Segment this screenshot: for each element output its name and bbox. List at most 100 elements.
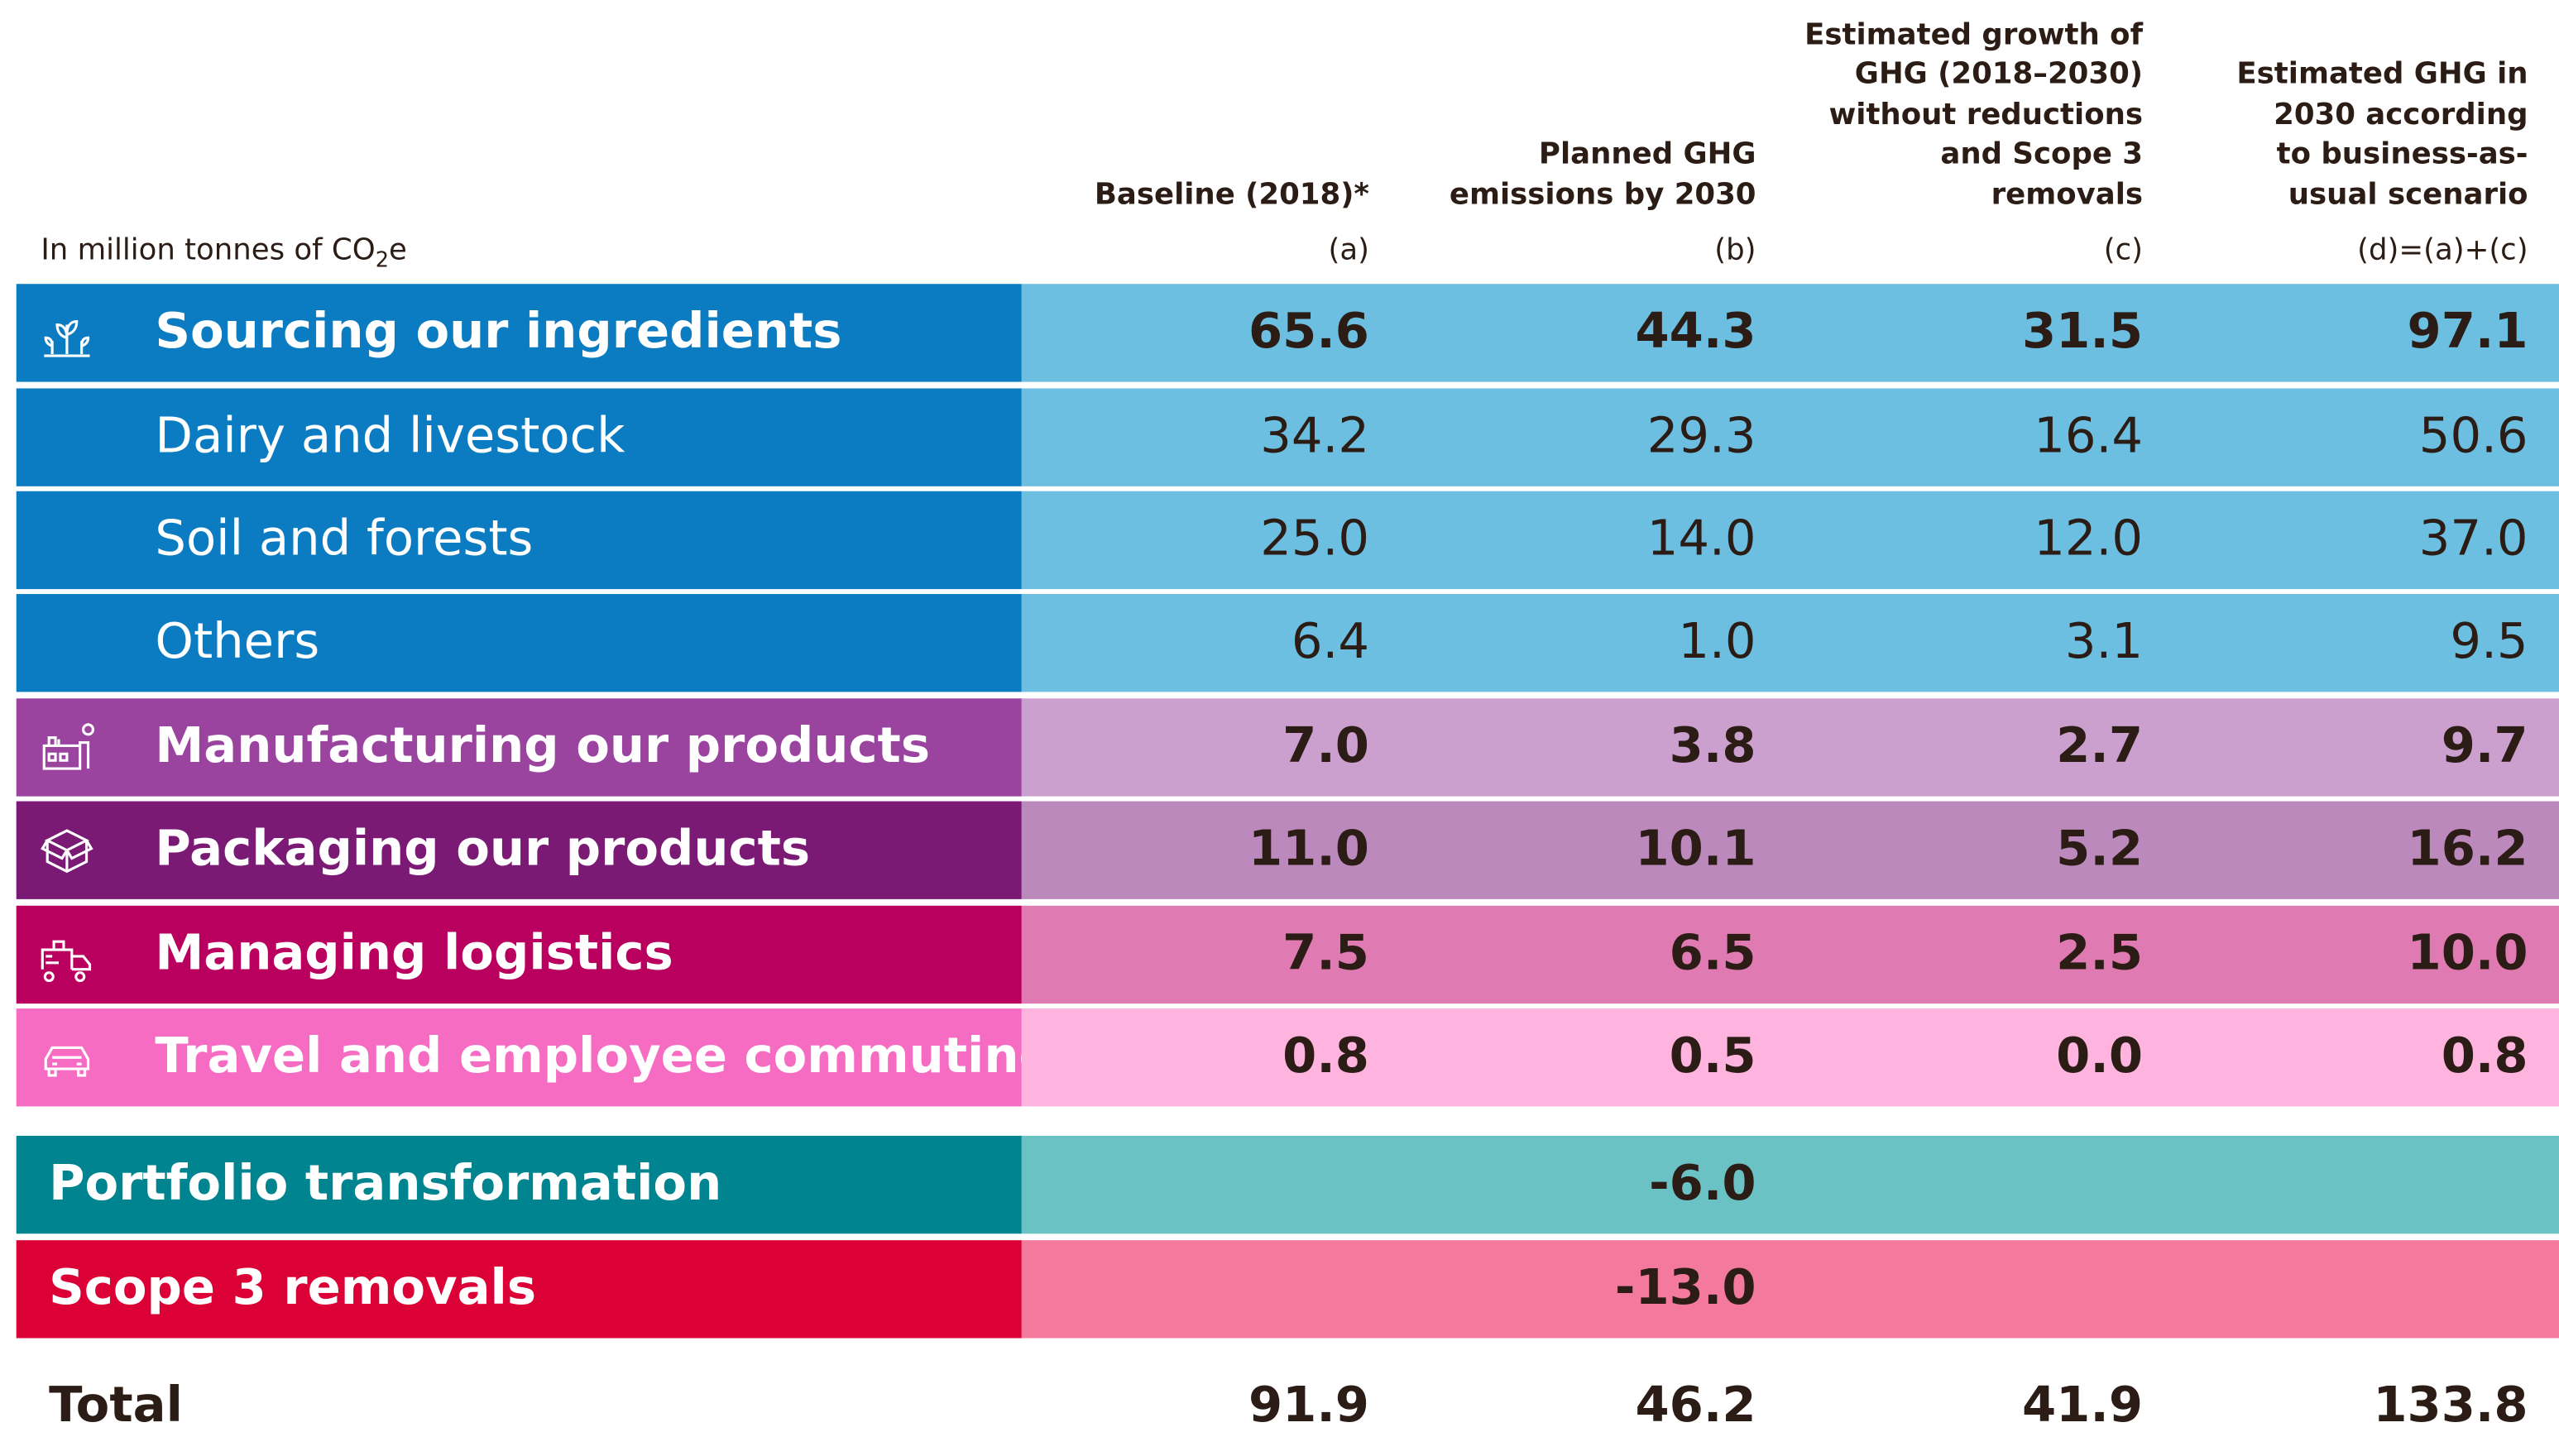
- table-row: Managing logistics 7.5 6.5 2.5 10.0: [16, 905, 2559, 1004]
- table-row: Travel and employee commuting 0.8 0.5 0.0 0.…: [16, 1008, 2559, 1107]
- column-header: Estimated growth of: [1804, 17, 2144, 52]
- column-header: without reductions: [1828, 97, 2144, 132]
- column-label: (d)=(a)+(c): [2357, 233, 2528, 268]
- table-row: Others 6.4 1.0 3.1 9.5: [16, 594, 2559, 692]
- row-value: 65.6: [1248, 303, 1370, 361]
- row-value: 16.4: [2034, 408, 2144, 466]
- row-icon: [42, 723, 94, 770]
- total-value: 133.8: [2373, 1377, 2528, 1434]
- row-value: 2.7: [2056, 717, 2144, 775]
- column-header: emissions by 2030: [1449, 178, 1756, 213]
- row-value: 10.0: [2407, 925, 2528, 983]
- row-values-cell: 7.0 3.8 2.7 9.7: [1021, 698, 2559, 797]
- row-label-cell: Manufacturing our products: [16, 698, 1022, 797]
- row-value: 37.0: [2418, 510, 2528, 568]
- unit-suffix: e: [389, 233, 407, 268]
- adjustment-row: Portfolio transformation -6.0: [16, 1135, 2559, 1234]
- row-value: 12.0: [2034, 510, 2144, 568]
- row-label: Others: [155, 613, 320, 671]
- row-values-cell: 25.0 14.0 12.0 37.0: [1021, 491, 2559, 590]
- row-icon: [44, 320, 90, 357]
- row-values-cell: 0.8 0.5 0.0 0.8: [1021, 1008, 2559, 1107]
- column-label: (b): [1714, 233, 1756, 268]
- row-value: 14.0: [1646, 510, 1756, 568]
- row-value: 6.5: [1669, 925, 1756, 983]
- row-values-cell: -13.0: [1021, 1240, 2559, 1339]
- row-value: 25.0: [1260, 510, 1370, 568]
- row-values-cell: 34.2 29.3 16.4 50.6: [1021, 388, 2559, 486]
- column-header: to business-as-: [2276, 137, 2528, 172]
- row-value: 50.6: [2418, 408, 2528, 466]
- row-label: Scope 3 removals: [49, 1259, 537, 1317]
- column-header: usual scenario: [2288, 178, 2528, 213]
- row-values-cell: -6.0: [1021, 1135, 2559, 1234]
- row-value: 0.8: [1282, 1027, 1370, 1085]
- column-header: removals: [1991, 178, 2144, 213]
- row-label-cell: Sourcing our ingredients: [16, 284, 1022, 382]
- total-value: 41.9: [2021, 1377, 2144, 1434]
- total-label: Total: [49, 1377, 183, 1434]
- column-label: (a): [1328, 233, 1370, 268]
- row-label: Sourcing our ingredients: [155, 303, 842, 361]
- row-label-cell: Travel and employee commuting: [16, 1008, 1054, 1107]
- column-label: (c): [2103, 233, 2144, 268]
- total-value: 91.9: [1248, 1377, 1370, 1434]
- row-value: 2.5: [2056, 925, 2144, 983]
- row-icon: [44, 1046, 90, 1077]
- row-label-cell: Portfolio transformation: [16, 1135, 1022, 1234]
- row-label-cell: Packaging our products: [16, 801, 1022, 899]
- row-label-cell: Scope 3 removals: [16, 1240, 1022, 1339]
- column-header: GHG (2018–2030): [1854, 57, 2144, 92]
- row-label: Packaging our products: [155, 821, 811, 879]
- table-row: Manufacturing our products 7.0 3.8 2.7 9.7: [16, 698, 2559, 797]
- row-label-cell: Others: [16, 594, 1022, 692]
- row-value: 16.2: [2407, 821, 2528, 879]
- unit-prefix: In million tonnes of CO: [41, 233, 376, 268]
- row-value: -6.0: [1649, 1155, 1756, 1213]
- row-value: 29.3: [1646, 408, 1756, 466]
- row-value: 9.7: [2441, 717, 2528, 775]
- row-value: -13.0: [1614, 1259, 1756, 1317]
- column-header: Baseline (2018)*: [1094, 178, 1370, 213]
- row-value: 10.1: [1635, 821, 1756, 879]
- unit-note: In million tonnes of CO2e: [41, 233, 407, 274]
- row-value: 9.5: [2450, 613, 2528, 671]
- table-row: Packaging our products 11.0 10.1 5.2 16.2: [16, 801, 2559, 899]
- row-value: 0.8: [2441, 1027, 2528, 1085]
- table-row: Dairy and livestock 34.2 29.3 16.4 50.6: [16, 388, 2559, 486]
- row-label-cell: Managing logistics: [16, 905, 1022, 1004]
- row-value: 34.2: [1260, 408, 1370, 466]
- row-label: Dairy and livestock: [155, 408, 625, 466]
- total-value: 46.2: [1635, 1377, 1756, 1434]
- row-value: 6.4: [1291, 613, 1370, 671]
- row-value: 7.0: [1282, 717, 1370, 775]
- row-value: 1.0: [1678, 613, 1756, 671]
- row-icon: [41, 940, 92, 983]
- column-header: Planned GHG: [1538, 137, 1756, 172]
- row-label: Managing logistics: [155, 925, 673, 983]
- row-label-cell: Soil and forests: [16, 491, 1022, 590]
- row-label-cell: Dairy and livestock: [16, 388, 1022, 486]
- row-values-cell: 6.4 1.0 3.1 9.5: [1021, 594, 2559, 692]
- row-values-cell: 11.0 10.1 5.2 16.2: [1021, 801, 2559, 899]
- column-header: and Scope 3: [1940, 137, 2144, 172]
- table-row: Soil and forests 25.0 14.0 12.0 37.0: [16, 491, 2559, 590]
- row-value: 31.5: [2021, 303, 2144, 361]
- row-value: 7.5: [1282, 925, 1370, 983]
- row-values-cell: 65.6 44.3 31.5 97.1: [1021, 284, 2559, 382]
- row-value: 5.2: [2056, 821, 2144, 879]
- row-label: Soil and forests: [155, 510, 534, 568]
- row-label: Portfolio transformation: [49, 1155, 722, 1213]
- column-header: 2030 according: [2274, 97, 2528, 132]
- total-row: Total 91.9 46.2 41.9 133.8: [17, 1358, 2559, 1455]
- unit-sub: 2: [375, 249, 390, 274]
- row-value: 3.1: [2064, 613, 2144, 671]
- row-values-cell: 7.5 6.5 2.5 10.0: [1021, 905, 2559, 1004]
- row-label: Manufacturing our products: [155, 717, 931, 775]
- row-value: 44.3: [1635, 303, 1756, 361]
- row-value: 0.5: [1669, 1027, 1756, 1085]
- table-row: Sourcing our ingredients 65.6 44.3 31.5 97.1: [16, 284, 2559, 382]
- column-header: Estimated GHG in: [2236, 57, 2528, 92]
- row-label: Travel and employee commuting: [155, 1027, 1054, 1085]
- row-value: 3.8: [1669, 717, 1756, 775]
